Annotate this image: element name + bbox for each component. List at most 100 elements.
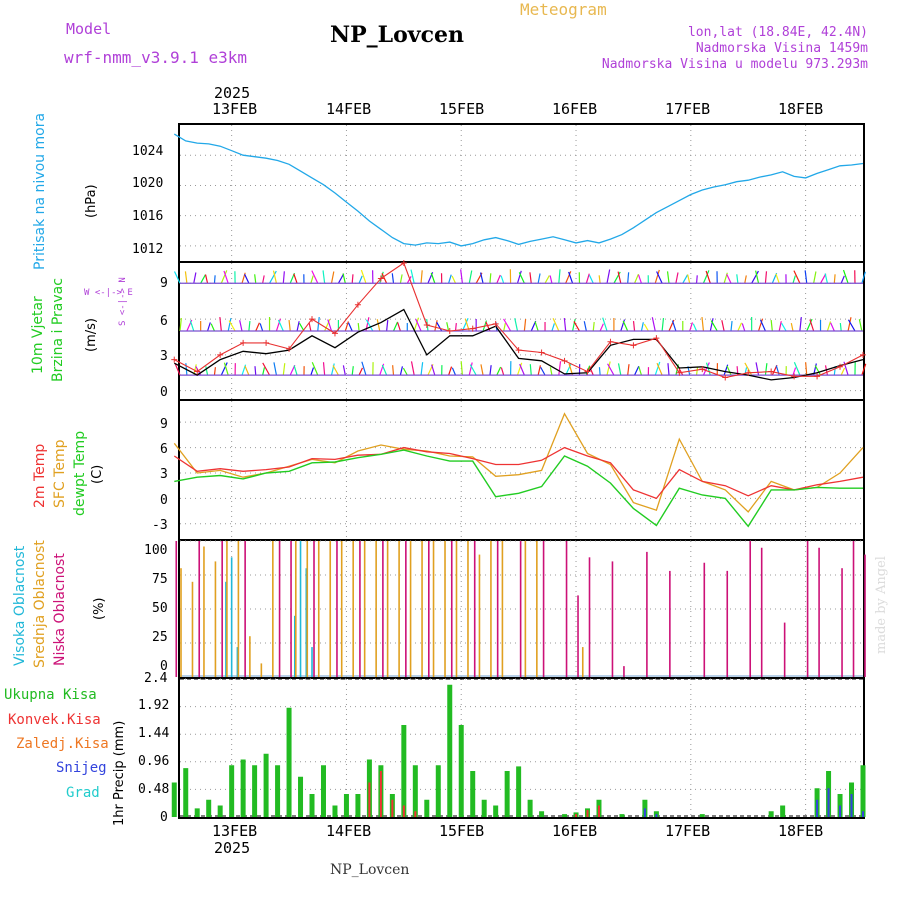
- wind-barb: [793, 362, 801, 376]
- temp-tick-0: 9: [160, 417, 168, 432]
- wind-barb: [861, 271, 866, 284]
- wind-barb: [448, 274, 452, 284]
- wind-barb: [239, 320, 243, 332]
- wind-label-b: Brzina i Pravac: [50, 278, 66, 382]
- wind-barb: [174, 362, 181, 376]
- precip-snow-bar: [862, 811, 864, 817]
- wind-barb: [824, 273, 828, 284]
- wind-barb: [219, 317, 222, 332]
- date-bottom-0: 13FEB: [212, 822, 258, 840]
- wind-barb: [386, 319, 389, 332]
- wind-barb: [558, 361, 562, 376]
- wind-barb: [702, 270, 710, 284]
- wind-barb: [460, 269, 463, 284]
- wind-barb: [503, 323, 506, 332]
- wind-barb: [381, 273, 388, 284]
- wind-barb: [330, 271, 335, 284]
- precip-bar: [424, 799, 430, 817]
- wind-barb: [468, 362, 473, 376]
- wind-barb: [804, 270, 808, 284]
- wind-barb: [415, 318, 422, 332]
- precip-bar: [286, 707, 292, 817]
- precip-bar: [699, 814, 705, 817]
- precip-panel: [178, 677, 865, 819]
- wind-barb: [568, 271, 574, 284]
- precip-snow-bar: [839, 805, 842, 817]
- wind-gust-marker: [263, 339, 270, 346]
- wind-barb: [451, 367, 457, 376]
- wind-gust-marker: [630, 342, 637, 349]
- wind-tick-2: 3: [160, 349, 168, 364]
- pressure-label: Pritisak na nivou mora: [32, 112, 48, 270]
- precip-bar: [470, 771, 476, 817]
- temp-unit: (C): [90, 464, 105, 484]
- sfc-temp-line: [173, 412, 864, 513]
- wind-barb: [840, 275, 845, 284]
- precip-conv-bar: [368, 782, 371, 817]
- pressure-tick-1: 1020: [132, 176, 164, 191]
- wind-barb: [764, 363, 768, 376]
- wind-barb: [701, 317, 705, 332]
- wind-barb: [324, 318, 331, 332]
- wind-barb: [461, 317, 469, 332]
- precip-bar: [332, 805, 338, 817]
- wind-barb: [737, 322, 743, 332]
- wind-barb: [275, 318, 282, 332]
- wind-barb: [213, 275, 216, 284]
- wind-barb: [454, 322, 457, 332]
- wind-unit: (m/s): [84, 318, 99, 352]
- wind-gust-marker: [286, 345, 293, 352]
- wind-barb: [516, 270, 522, 284]
- wind-barb: [399, 366, 404, 376]
- cloud-tick-1: 75: [152, 572, 168, 587]
- wind-barb: [210, 323, 215, 332]
- wind-barb: [705, 270, 711, 284]
- wind-barb: [351, 274, 354, 284]
- wind-barb: [667, 363, 670, 376]
- wind-gust-marker: [860, 351, 866, 358]
- wind-gust-marker: [699, 366, 706, 373]
- date-bottom-5: 18FEB: [778, 822, 824, 840]
- precip-conv-bar: [575, 814, 578, 817]
- temp-label-c: dewpt Temp: [72, 430, 88, 516]
- wind-barb: [757, 318, 764, 332]
- wind-barb: [656, 271, 663, 284]
- wind-barb: [347, 322, 353, 332]
- pressure-tick-0: 1024: [132, 144, 164, 159]
- wind-barb: [255, 322, 260, 332]
- wind-barb: [296, 321, 300, 332]
- wind-tick-0: 9: [160, 276, 168, 291]
- wind-barb: [399, 274, 403, 284]
- wind-barb: [451, 275, 457, 284]
- year-top: 2025: [214, 84, 251, 102]
- wind-barb: [671, 320, 677, 332]
- wind-barb: [861, 363, 867, 376]
- wind-barb: [736, 274, 739, 284]
- wind-barb: [730, 320, 733, 332]
- wind-barb: [661, 318, 665, 332]
- temp-tick-4: -3: [152, 518, 168, 533]
- wind-barb: [342, 365, 346, 376]
- wind-barb: [322, 362, 326, 376]
- cloud-label-high: Visoka Oblacnost: [12, 545, 28, 666]
- wind-barb: [311, 362, 319, 376]
- wind-barb: [755, 362, 760, 376]
- wind-gust-marker: [814, 373, 821, 380]
- wind-barb: [598, 367, 601, 376]
- wind-barb: [406, 275, 412, 284]
- precip-conv-bar: [414, 811, 417, 817]
- wind-barb: [244, 273, 250, 284]
- precip-conv-bar: [391, 799, 394, 817]
- wind-barb: [558, 269, 561, 284]
- model-name: wrf-nmm_v3.9.1 e3km: [64, 48, 248, 67]
- pressure-panel: [178, 123, 865, 263]
- wind-barb: [622, 320, 629, 332]
- precip-bar: [619, 814, 625, 817]
- wind-barb: [573, 321, 580, 332]
- temp-label-b: SFC Temp: [52, 439, 68, 508]
- temp-tick-3: 0: [160, 493, 168, 508]
- wind-barb: [460, 361, 463, 376]
- coords-label: lon,lat (18.84E, 42.4N): [687, 25, 868, 40]
- wind-barb: [689, 322, 694, 332]
- precip-bar: [194, 808, 200, 817]
